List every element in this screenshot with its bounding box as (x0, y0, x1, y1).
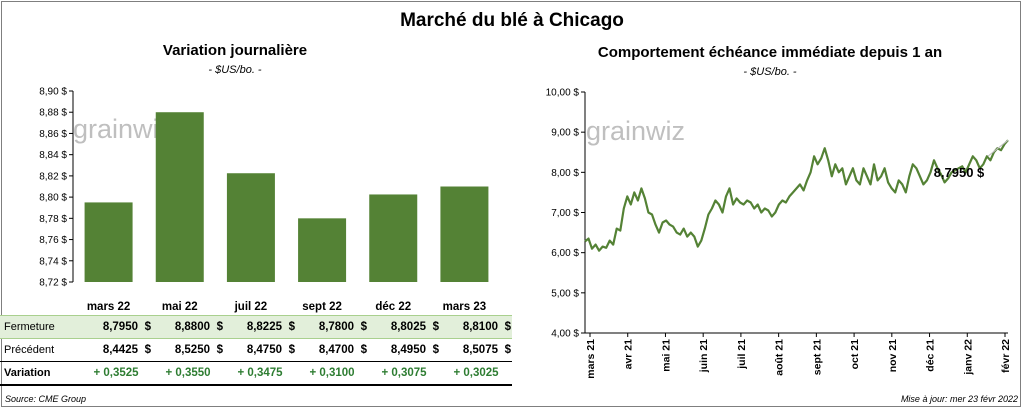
table-cell: + 0,3550 (152, 361, 224, 386)
annotation-leader-line (987, 139, 1009, 157)
y-tick-label: 9,00 $ (551, 128, 579, 139)
table-cell: 8,4950 (390, 344, 426, 356)
y-tick-label: 8,82 $ (39, 171, 67, 182)
bar (369, 194, 418, 282)
currency-symbol: $ (138, 315, 152, 339)
x-tick-label: juil 21 (736, 339, 748, 370)
table-cell: + 0,3075 (368, 361, 440, 386)
currency-symbol: $ (354, 315, 368, 339)
currency-symbol: $ (426, 315, 440, 339)
x-tick-label: mars 21 (585, 339, 597, 379)
table-cell: + 0,3525 (80, 361, 152, 386)
currency-symbol: $ (498, 315, 512, 339)
y-tick-label: 6,00 $ (551, 248, 579, 259)
variation-label: Variation (0, 361, 80, 386)
x-tick-label: nov 21 (887, 339, 899, 372)
x-tick-label: oct 21 (849, 339, 861, 370)
table-cell: 8,4425 (102, 344, 138, 356)
y-tick-label: 10,00 $ (546, 88, 580, 99)
y-tick-label: 5,00 $ (551, 288, 579, 299)
x-tick-label: janv 22 (962, 339, 974, 376)
right-chart-unit: - $US/bo. - (743, 66, 797, 78)
x-category-label: juil 22 (234, 301, 268, 313)
x-tick-label: août 21 (774, 339, 786, 376)
table-cell: 8,4750 (246, 344, 282, 356)
table-row-variation: Variation + 0,3525 + 0,3550 + 0,3475 + 0… (0, 361, 512, 386)
y-tick-label: 8,00 $ (551, 168, 579, 179)
x-tick-label: déc 21 (925, 339, 937, 372)
page-title: Marché du blé à Chicago (400, 10, 624, 31)
table-cell: 8,5075 (462, 344, 498, 356)
left-chart-unit: - $US/bo. - (208, 64, 262, 76)
last-price-label: 8,7950 $ (934, 165, 985, 180)
bar (84, 202, 133, 282)
x-tick-label: sept 21 (811, 339, 823, 375)
currency-symbol: $ (282, 315, 296, 339)
table-cell: 8,8225 (224, 315, 282, 339)
fermeture-label: Fermeture (0, 315, 80, 339)
y-tick-label: 8,84 $ (39, 150, 67, 161)
table-cell: + 0,3025 (440, 361, 512, 386)
bar (440, 186, 489, 282)
table-cell: 8,7950 (80, 315, 138, 339)
precedent-label: Précédent (4, 344, 55, 356)
currency-symbol: $ (432, 344, 439, 356)
bar (298, 218, 347, 282)
y-tick-label: 8,72 $ (39, 278, 67, 289)
price-table: Fermeture 8,7950 $ 8,8800 $ 8,8225 $ 8,7800… (0, 315, 512, 386)
y-tick-label: 4,00 $ (551, 329, 579, 340)
x-category-label: mai 22 (162, 301, 198, 313)
x-category-label: déc 22 (375, 301, 411, 313)
table-cell: + 0,3100 (296, 361, 368, 386)
table-cell: + 0,3475 (224, 361, 296, 386)
currency-symbol: $ (216, 344, 223, 356)
bar (155, 112, 204, 282)
price-series-line (584, 139, 1009, 252)
x-category-label: mars 23 (443, 301, 486, 313)
bar-chart: grainwiz 8,72 $ 8,74 $ 8,76 $ 8,78 $ 8,80 $ 8… (39, 87, 489, 313)
y-tick-label: 8,80 $ (39, 193, 67, 204)
x-category-label: mars 22 (87, 301, 130, 313)
line-chart: grainwiz 4,00 $ 5,00 $ 6,00 $ 7,00 $ 8,00 $ 9… (546, 88, 1012, 379)
table-cell: 8,4700 (318, 344, 354, 356)
y-tick-label: 8,76 $ (39, 235, 67, 246)
right-chart-title: Comportement échéance immédiate depuis 1… (597, 44, 943, 61)
x-tick-label: juin 21 (698, 339, 710, 373)
y-tick-label: 8,88 $ (39, 108, 67, 119)
table-cell: 8,8025 (368, 315, 426, 339)
y-tick-label: 8,90 $ (39, 87, 67, 98)
table-cell: 8,8800 (152, 315, 210, 339)
y-tick-label: 8,86 $ (39, 129, 67, 140)
table-cell: 8,8100 (440, 315, 498, 339)
currency-symbol: $ (360, 344, 367, 356)
x-tick-label: mai 21 (660, 339, 672, 372)
currency-symbol: $ (210, 315, 224, 339)
x-tick-label: févr 22 (1000, 339, 1012, 373)
table-cell: 8,5250 (174, 344, 210, 356)
table-cell: 8,7800 (296, 315, 354, 339)
currency-symbol: $ (504, 344, 511, 356)
table-row-precedent: Précédent 8,4425 $ 8,5250 $ 8,4750 $ 8,4700… (0, 339, 512, 362)
grainwiz-watermark: grainwiz (73, 114, 172, 144)
source-note: Source: CME Group (5, 394, 87, 404)
y-tick-label: 8,74 $ (39, 256, 67, 267)
x-category-label: sept 22 (302, 301, 342, 313)
update-note: Mise à jour: mer 23 févr 2022 (900, 394, 1018, 404)
currency-symbol: $ (144, 344, 151, 356)
y-tick-label: 7,00 $ (551, 208, 579, 219)
x-tick-label: avr 21 (623, 339, 635, 370)
bar (226, 173, 275, 282)
grainwiz-watermark: grainwiz (586, 116, 685, 146)
currency-symbol: $ (288, 344, 295, 356)
table-row-fermeture: Fermeture 8,7950 $ 8,8800 $ 8,8225 $ 8,7800… (0, 315, 512, 339)
left-chart-title: Variation journalière (162, 42, 308, 59)
y-tick-label: 8,78 $ (39, 214, 67, 225)
